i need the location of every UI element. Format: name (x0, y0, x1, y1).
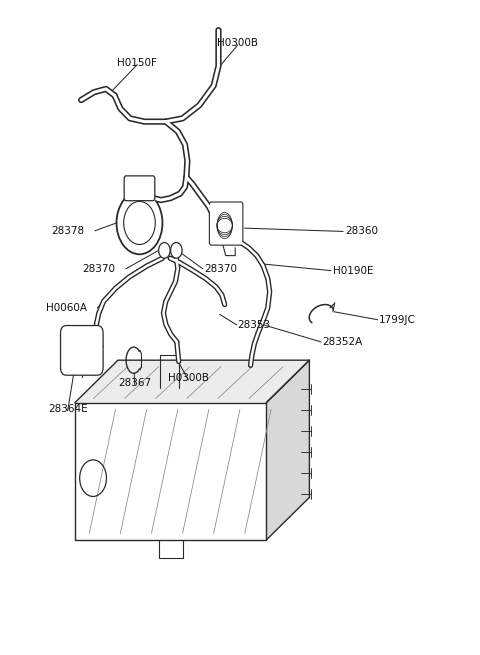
FancyBboxPatch shape (124, 176, 155, 200)
FancyBboxPatch shape (209, 202, 243, 245)
FancyBboxPatch shape (60, 326, 103, 375)
Text: 28370: 28370 (83, 264, 116, 274)
Text: H0300B: H0300B (217, 38, 258, 48)
Circle shape (117, 191, 162, 254)
Polygon shape (75, 403, 266, 540)
Text: H0060A: H0060A (46, 303, 87, 313)
Polygon shape (75, 360, 310, 403)
Circle shape (170, 242, 182, 258)
Text: 1799JC: 1799JC (379, 314, 416, 325)
Text: 28378: 28378 (51, 226, 84, 236)
Text: H0190E: H0190E (333, 266, 374, 276)
Text: H0150F: H0150F (117, 58, 157, 67)
Text: 28353: 28353 (238, 320, 271, 330)
Circle shape (158, 242, 170, 258)
Text: 28370: 28370 (204, 264, 237, 274)
Text: 28360: 28360 (345, 227, 378, 236)
Text: H0300B: H0300B (168, 373, 209, 383)
Text: 28352A: 28352A (323, 337, 362, 347)
Polygon shape (266, 360, 310, 540)
Text: 28364E: 28364E (48, 404, 87, 414)
Text: 28367: 28367 (118, 378, 151, 388)
